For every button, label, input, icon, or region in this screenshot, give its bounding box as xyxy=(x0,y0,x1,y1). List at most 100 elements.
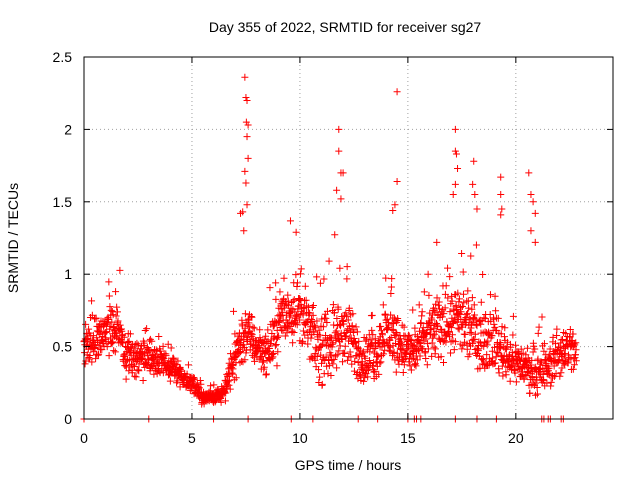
data-point xyxy=(525,169,533,177)
data-point xyxy=(316,373,324,381)
data-point xyxy=(237,209,245,217)
data-point xyxy=(269,350,277,358)
data-point xyxy=(491,292,499,300)
data-point xyxy=(159,342,167,350)
data-point xyxy=(310,328,318,336)
data-point xyxy=(106,334,114,342)
data-point xyxy=(222,389,230,397)
data-point xyxy=(349,310,357,318)
data-point xyxy=(532,379,540,387)
data-point xyxy=(269,353,277,361)
data-point xyxy=(458,302,466,310)
data-point xyxy=(125,337,133,345)
data-point xyxy=(552,370,560,378)
data-point xyxy=(265,344,273,352)
data-point xyxy=(333,186,341,194)
data-point xyxy=(323,307,331,315)
data-point xyxy=(290,328,298,336)
data-point xyxy=(339,169,347,177)
data-point xyxy=(455,295,463,303)
data-point xyxy=(276,288,284,296)
data-point xyxy=(572,357,580,365)
data-point xyxy=(531,345,539,353)
data-point xyxy=(236,359,244,367)
data-point xyxy=(387,334,395,342)
data-point xyxy=(467,329,475,337)
data-point xyxy=(392,329,400,337)
data-point xyxy=(503,343,511,351)
data-point xyxy=(509,312,517,320)
data-point xyxy=(313,317,321,325)
data-point xyxy=(332,352,340,360)
y-axis-label: SRMTID / TECUs xyxy=(5,183,21,293)
data-point xyxy=(200,400,208,408)
data-point xyxy=(428,339,436,347)
data-point xyxy=(207,382,215,390)
data-point xyxy=(471,311,479,319)
data-point xyxy=(545,364,553,372)
data-point xyxy=(561,350,569,358)
data-point xyxy=(260,363,268,371)
data-point xyxy=(468,320,476,328)
data-point xyxy=(441,304,449,312)
data-point xyxy=(374,352,382,360)
data-point xyxy=(512,341,520,349)
data-point xyxy=(243,133,251,141)
data-point xyxy=(499,372,507,380)
data-point xyxy=(389,206,397,214)
data-point xyxy=(343,263,351,271)
data-point xyxy=(556,372,564,380)
data-point xyxy=(241,167,249,175)
data-point xyxy=(137,355,145,363)
data-point xyxy=(479,271,487,279)
data-point xyxy=(488,347,496,355)
data-point xyxy=(91,341,99,349)
data-point xyxy=(311,322,319,330)
data-point xyxy=(293,321,301,329)
data-point xyxy=(135,360,143,368)
axis-ticks: 0 0.5 1 1.5 2 2.5 0 5 10 15 20 xyxy=(53,49,613,446)
data-point xyxy=(338,317,346,325)
data-point xyxy=(105,292,113,300)
data-point xyxy=(240,227,248,235)
data-point xyxy=(543,379,551,387)
data-point xyxy=(148,354,156,362)
data-point xyxy=(341,349,349,357)
data-point xyxy=(166,377,174,385)
data-point xyxy=(526,389,534,397)
data-point xyxy=(309,301,317,309)
data-point xyxy=(295,316,303,324)
data-point xyxy=(248,330,256,338)
data-point xyxy=(172,361,180,369)
data-point xyxy=(454,289,462,297)
data-point xyxy=(495,369,503,377)
data-point xyxy=(102,329,110,337)
data-point xyxy=(132,373,140,381)
data-point xyxy=(557,369,565,377)
data-point xyxy=(473,205,481,213)
data-point xyxy=(390,320,398,328)
data-point xyxy=(319,323,327,331)
data-point xyxy=(228,369,236,377)
data-point xyxy=(263,338,271,346)
data-point xyxy=(415,301,423,309)
data-point xyxy=(441,290,449,298)
data-point xyxy=(448,297,456,305)
data-point xyxy=(148,337,156,345)
data-point xyxy=(416,339,424,347)
data-point xyxy=(386,336,394,344)
data-point xyxy=(517,345,525,353)
data-point xyxy=(468,294,476,302)
data-point xyxy=(223,381,231,389)
data-point xyxy=(212,397,220,405)
data-point xyxy=(241,310,249,318)
data-point xyxy=(465,304,473,312)
data-point xyxy=(368,311,376,319)
data-point xyxy=(450,346,458,354)
data-point xyxy=(486,311,494,319)
data-point xyxy=(350,367,358,375)
data-point xyxy=(400,323,408,331)
data-point xyxy=(262,370,270,378)
data-point xyxy=(428,352,436,360)
data-point xyxy=(458,249,466,257)
